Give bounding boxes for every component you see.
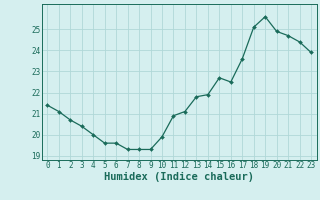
X-axis label: Humidex (Indice chaleur): Humidex (Indice chaleur) — [104, 172, 254, 182]
